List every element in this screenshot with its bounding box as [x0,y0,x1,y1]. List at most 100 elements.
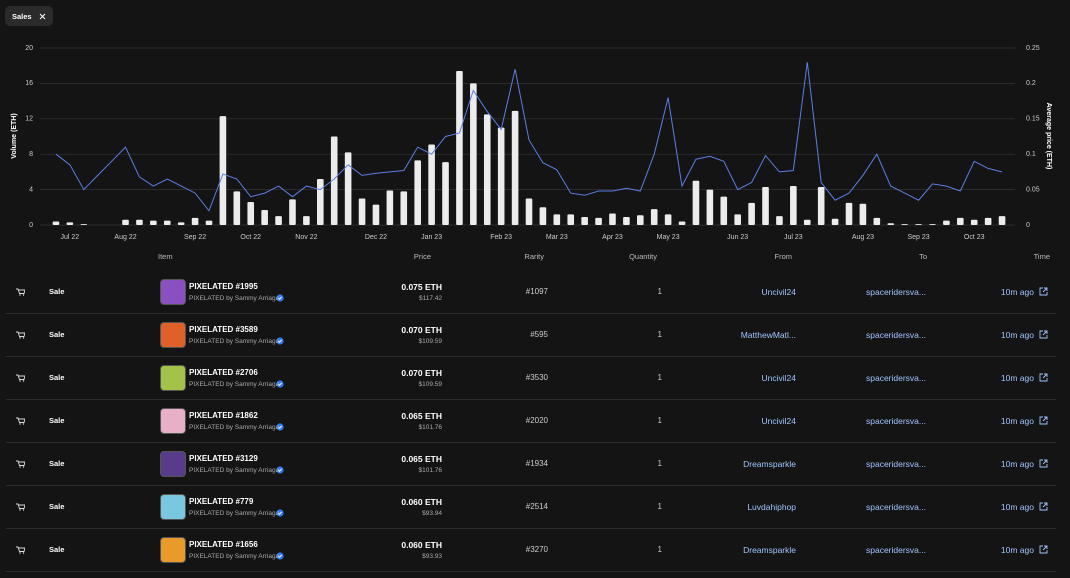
volume-bar [831,218,839,225]
x-tick-label: Aug 23 [852,234,874,241]
volume-bar [52,221,60,225]
price-usd: $93.93 [422,553,442,560]
volume-bar [915,224,922,225]
table-row[interactable]: Sale PIXELATED #1995 PIXELATED by Sammy Ar… [6,270,1056,314]
time[interactable]: 10m ago [1000,373,1034,383]
event-type: Sale [49,416,65,425]
rarity: #3530 [525,373,548,382]
external-link-icon[interactable] [1039,502,1048,511]
event-type: Sale [49,373,65,382]
table-row[interactable]: Sale PIXELATED #2706 PIXELATED by Sammy Ar… [6,356,1056,400]
from-address[interactable]: Dreamsparkle [743,459,796,469]
cart-icon [16,288,25,296]
volume-bar [233,191,241,225]
volume-bar [80,224,88,225]
y-tick-label: 12 [25,116,33,123]
to-address[interactable]: spaceridersva... [866,545,926,555]
external-link-icon[interactable] [1039,330,1048,339]
from-address[interactable]: MatthewMatl... [740,330,796,340]
table-row[interactable]: Sale PIXELATED #779 PIXELATED by Sammy Arr… [6,485,1056,529]
verified-badge [276,294,284,302]
event-type: Sale [49,287,65,296]
y2-tick-label: 0.25 [1026,45,1040,52]
time[interactable]: 10m ago [1000,502,1034,512]
from-address[interactable]: Uncivil24 [761,373,797,383]
to-address[interactable]: spaceridersva... [866,502,926,512]
item-name[interactable]: PIXELATED #1656 [189,540,258,549]
time[interactable]: 10m ago [1000,459,1034,469]
verified-badge [276,380,284,388]
item-name[interactable]: PIXELATED #2706 [189,368,258,377]
close-icon[interactable] [39,13,46,20]
volume-bar [303,216,310,225]
collection-name[interactable]: PIXELATED by Sammy Arriaga [189,295,280,302]
cart-icon [16,546,25,554]
time[interactable]: 10m ago [1000,545,1034,555]
time[interactable]: 10m ago [1000,330,1034,340]
table-row[interactable]: Sale PIXELATED #3589 PIXELATED by Sammy Ar… [6,313,1056,357]
y2-tick-label: 0.2 [1026,80,1036,87]
quantity: 1 [657,330,662,339]
external-link-icon[interactable] [1039,416,1048,425]
chart: Volume (ETH) Average price (ETH) 0 4 8 12 16… [11,45,1052,241]
x-tick-label: Apr 23 [602,234,623,241]
price-usd: $109.59 [418,338,443,345]
event-type: Sale [49,330,65,339]
to-address[interactable]: spaceridersva... [866,373,926,383]
item-name[interactable]: PIXELATED #1995 [189,282,258,291]
to-address[interactable]: spaceridersva... [866,330,926,340]
volume-bar [553,214,561,225]
x-tick-label: May 23 [657,234,680,241]
collection-name[interactable]: PIXELATED by Sammy Arriaga [189,338,280,345]
y-axis-title: Volume (ETH) [11,113,18,158]
volume-bar [957,217,964,225]
item-name[interactable]: PIXELATED #779 [189,497,254,506]
external-link-icon[interactable] [1039,287,1048,296]
volume-bar [400,191,408,225]
volume-bar [539,207,547,225]
from-address[interactable]: Luvdahiphop [747,502,796,512]
time[interactable]: 10m ago [1000,416,1034,426]
volume-bar [177,222,185,225]
price-eth: 0.060 ETH [401,497,442,507]
to-address[interactable]: spaceridersva... [866,287,926,297]
y-tick-label: 16 [25,80,33,87]
volume-bar [136,219,143,225]
volume-bar [470,83,477,226]
to-address[interactable]: spaceridersva... [866,416,926,426]
volume-bar [845,202,853,225]
verified-badge [276,466,284,474]
item-thumbnail [160,408,186,434]
volume-bar [720,196,728,225]
item-name[interactable]: PIXELATED #3129 [189,454,258,463]
x-tick-label: Nov 22 [295,234,317,241]
from-address[interactable]: Uncivil24 [761,287,797,297]
filter-chip[interactable]: Sales [5,6,53,26]
from-address[interactable]: Uncivil24 [761,416,797,426]
quantity: 1 [657,502,662,511]
collection-name[interactable]: PIXELATED by Sammy Arriaga [189,553,280,560]
collection-name[interactable]: PIXELATED by Sammy Arriaga [189,467,280,474]
item-name[interactable]: PIXELATED #1862 [189,411,258,420]
to-address[interactable]: spaceridersva... [866,459,926,469]
volume-bar [525,198,533,225]
price-eth: 0.075 ETH [401,282,442,292]
external-link-icon[interactable] [1039,373,1048,382]
rarity: #2020 [525,416,548,425]
table-row[interactable]: Sale PIXELATED #1656 PIXELATED by Sammy Ar… [6,528,1056,572]
price-line [55,62,1003,212]
external-link-icon[interactable] [1039,459,1048,468]
from-address[interactable]: Dreamsparkle [743,545,796,555]
volume-bar [275,216,282,225]
item-name[interactable]: PIXELATED #3589 [189,325,258,334]
external-link-icon[interactable] [1039,545,1048,554]
collection-name[interactable]: PIXELATED by Sammy Arriaga [189,424,280,431]
volume-bar [386,190,394,225]
collection-name[interactable]: PIXELATED by Sammy Arriaga [189,510,280,517]
table-row[interactable]: Sale PIXELATED #1862 PIXELATED by Sammy Ar… [6,399,1056,443]
collection-name[interactable]: PIXELATED by Sammy Arriaga [189,381,280,388]
table-row[interactable]: Sale PIXELATED #3129 PIXELATED by Sammy Ar… [6,442,1056,486]
item-thumbnail [160,537,186,563]
time[interactable]: 10m ago [1000,287,1034,297]
volume-bar [929,224,936,225]
